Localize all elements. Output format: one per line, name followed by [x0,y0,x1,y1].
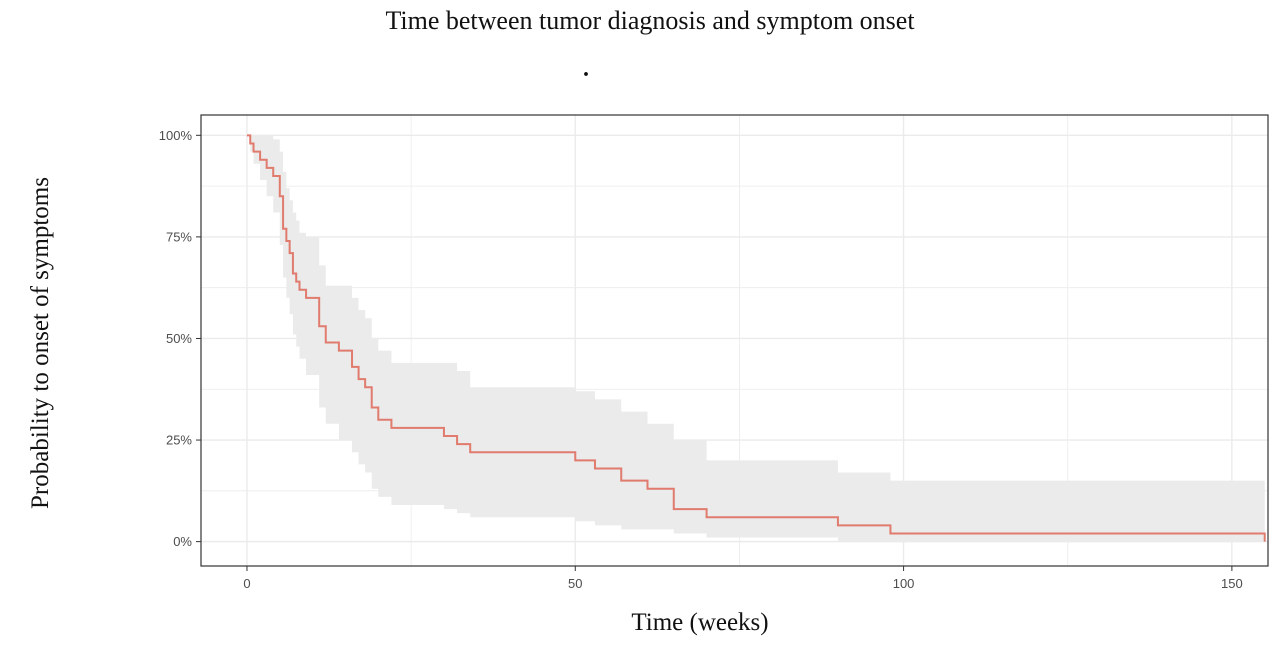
x-tick-label: 0 [243,576,250,591]
y-tick-label: 0% [173,534,192,549]
y-tick-label: 75% [166,229,192,244]
survival-curve [246,134,1266,542]
chart-subtitle: . [583,56,589,82]
y-tick-label: 25% [166,433,192,448]
x-axis-title: Time (weeks) [631,609,768,636]
plot-border [200,114,1269,567]
chart-title: Time between tumor diagnosis and symptom… [385,6,915,35]
y-axis-title: Probability to onset of symptoms [27,177,54,509]
x-tick-label: 50 [568,576,582,591]
y-tick-label: 50% [166,331,192,346]
x-tick-label: 100 [893,576,915,591]
confidence-band [246,135,1265,542]
y-tick-label: 100% [159,128,193,143]
x-tick-label: 150 [1221,576,1243,591]
